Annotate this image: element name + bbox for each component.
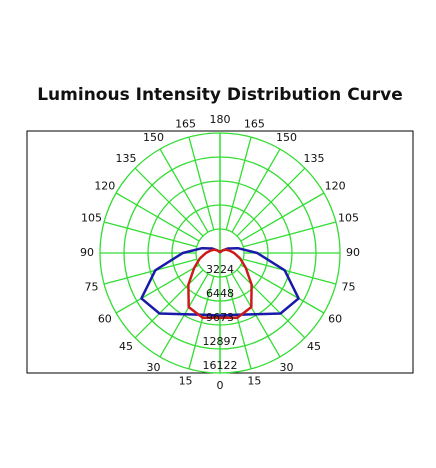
grid-spoke — [243, 221, 337, 248]
angle-label: 15 — [179, 374, 193, 387]
grid-spoke — [103, 258, 197, 285]
radial-tick-label: 9673 — [206, 311, 234, 324]
grid-spoke — [231, 148, 281, 233]
angle-label: 165 — [175, 118, 196, 131]
intensity-curve — [218, 246, 300, 317]
grid-spoke — [240, 264, 325, 314]
grid-spoke — [134, 269, 204, 339]
grid-spoke — [134, 167, 204, 237]
angle-label: 120 — [94, 180, 115, 193]
grid-spoke — [225, 276, 252, 370]
angle-label: 120 — [325, 180, 346, 193]
grid-spoke — [115, 264, 200, 314]
angle-label: 165 — [244, 118, 265, 131]
angle-label: 105 — [338, 212, 359, 225]
angle-label: 0 — [217, 379, 224, 392]
angle-label: 60 — [98, 313, 112, 326]
angle-label: 135 — [304, 152, 325, 165]
grid-spoke — [243, 258, 337, 285]
angle-label: 45 — [119, 340, 133, 353]
grid-spoke — [188, 136, 215, 230]
angle-label: 90 — [346, 246, 360, 259]
grid-spoke — [225, 136, 252, 230]
grid-spoke — [103, 221, 197, 248]
angle-label: 90 — [80, 246, 94, 259]
grid-spoke — [188, 276, 215, 370]
radial-tick-label: 6448 — [206, 287, 234, 300]
angle-label: 150 — [276, 131, 297, 144]
chart-title: Luminous Intensity Distribution Curve — [37, 85, 403, 105]
angle-label: 135 — [115, 152, 136, 165]
angle-label: 45 — [307, 340, 321, 353]
grid-spoke — [115, 192, 200, 242]
angle-label: 75 — [85, 280, 99, 293]
radial-tick-label: 3224 — [206, 263, 234, 276]
grid-spoke — [236, 167, 306, 237]
angle-label: 105 — [81, 212, 102, 225]
angle-label: 150 — [143, 131, 164, 144]
radial-tick-label: 16122 — [203, 359, 238, 372]
radial-tick-label: 12897 — [203, 335, 238, 348]
intensity-curve — [218, 248, 253, 320]
angle-label: 15 — [247, 374, 261, 387]
grid-spoke — [159, 148, 209, 233]
angle-label: 75 — [341, 280, 355, 293]
grid-spoke — [236, 269, 306, 339]
angle-label: 30 — [280, 361, 294, 374]
angle-label: 30 — [147, 361, 161, 374]
intensity-curve — [140, 246, 222, 317]
angle-label: 180 — [210, 113, 231, 126]
intensity-curve — [187, 248, 222, 320]
grid-spoke — [240, 192, 325, 242]
angle-label: 60 — [328, 313, 342, 326]
